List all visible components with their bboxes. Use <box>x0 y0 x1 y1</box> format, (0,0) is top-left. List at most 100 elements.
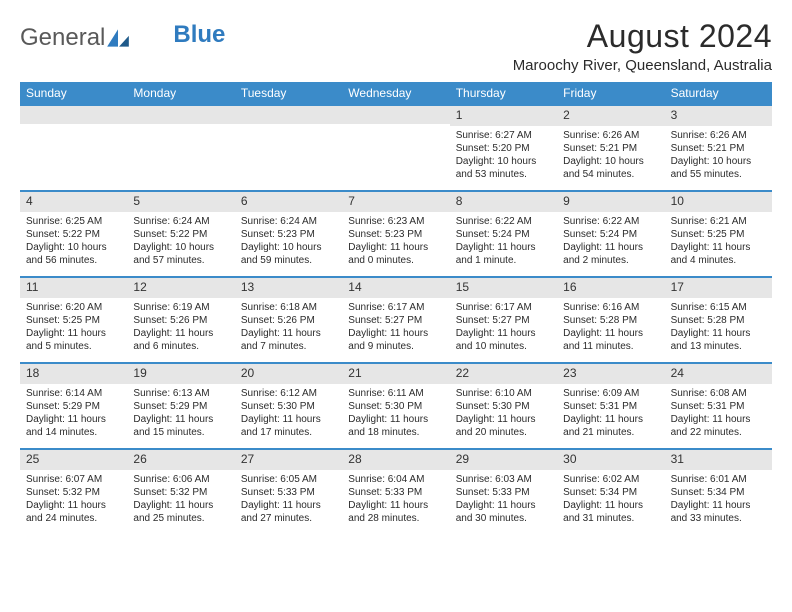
daylight-line: Daylight: 11 hours and 0 minutes. <box>348 241 443 267</box>
daylight-line: Daylight: 11 hours and 22 minutes. <box>671 413 766 439</box>
day-number: 7 <box>342 190 449 212</box>
day-header: Monday <box>127 82 234 104</box>
calendar-cell <box>342 104 449 190</box>
day-number: 29 <box>450 448 557 470</box>
calendar-cell: 23Sunrise: 6:09 AMSunset: 5:31 PMDayligh… <box>557 362 664 448</box>
sunset-line: Sunset: 5:21 PM <box>671 142 766 155</box>
day-info: Sunrise: 6:21 AMSunset: 5:25 PMDaylight:… <box>665 212 772 271</box>
sunrise-line: Sunrise: 6:01 AM <box>671 473 766 486</box>
daylight-line: Daylight: 11 hours and 20 minutes. <box>456 413 551 439</box>
sunset-line: Sunset: 5:28 PM <box>671 314 766 327</box>
daylight-line: Daylight: 11 hours and 14 minutes. <box>26 413 121 439</box>
day-number: 16 <box>557 276 664 298</box>
sunrise-line: Sunrise: 6:05 AM <box>241 473 336 486</box>
calendar-cell: 5Sunrise: 6:24 AMSunset: 5:22 PMDaylight… <box>127 190 234 276</box>
sunrise-line: Sunrise: 6:07 AM <box>26 473 121 486</box>
logo-text-b: Blue <box>173 21 225 49</box>
sunrise-line: Sunrise: 6:12 AM <box>241 387 336 400</box>
daylight-line: Daylight: 11 hours and 2 minutes. <box>563 241 658 267</box>
day-number: 3 <box>665 104 772 126</box>
sunrise-line: Sunrise: 6:26 AM <box>671 129 766 142</box>
daylight-line: Daylight: 10 hours and 57 minutes. <box>133 241 228 267</box>
day-header: Saturday <box>665 82 772 104</box>
day-number: 30 <box>557 448 664 470</box>
day-info: Sunrise: 6:27 AMSunset: 5:20 PMDaylight:… <box>450 126 557 185</box>
sunrise-line: Sunrise: 6:17 AM <box>456 301 551 314</box>
day-number: 13 <box>235 276 342 298</box>
sunset-line: Sunset: 5:31 PM <box>563 400 658 413</box>
day-number: 9 <box>557 190 664 212</box>
sunset-line: Sunset: 5:32 PM <box>133 486 228 499</box>
sunset-line: Sunset: 5:25 PM <box>671 228 766 241</box>
day-header: Tuesday <box>235 82 342 104</box>
day-header: Friday <box>557 82 664 104</box>
sunset-line: Sunset: 5:21 PM <box>563 142 658 155</box>
daylight-line: Daylight: 11 hours and 17 minutes. <box>241 413 336 439</box>
daylight-line: Daylight: 11 hours and 10 minutes. <box>456 327 551 353</box>
calendar-cell: 31 Sunrise: 6:01 AMSunset: 5:34 PMDayligh… <box>665 448 772 534</box>
sunrise-line: Sunrise: 6:18 AM <box>241 301 336 314</box>
daylight-line: Daylight: 10 hours and 56 minutes. <box>26 241 121 267</box>
day-number: 2 <box>557 104 664 126</box>
daylight-line: Daylight: 11 hours and 24 minutes. <box>26 499 121 525</box>
daylight-line: Daylight: 11 hours and 18 minutes. <box>348 413 443 439</box>
day-number: 24 <box>665 362 772 384</box>
calendar-cell: 16Sunrise: 6:16 AMSunset: 5:28 PMDayligh… <box>557 276 664 362</box>
calendar-cell: 27Sunrise: 6:05 AMSunset: 5:33 PMDayligh… <box>235 448 342 534</box>
daylight-line: Daylight: 11 hours and 33 minutes. <box>671 499 766 525</box>
day-info: Sunrise: 6:19 AMSunset: 5:26 PMDaylight:… <box>127 298 234 357</box>
day-info: Sunrise: 6:06 AMSunset: 5:32 PMDaylight:… <box>127 470 234 529</box>
daylight-line: Daylight: 10 hours and 53 minutes. <box>456 155 551 181</box>
day-info: Sunrise: 6:16 AMSunset: 5:28 PMDaylight:… <box>557 298 664 357</box>
daylight-line: Daylight: 10 hours and 54 minutes. <box>563 155 658 181</box>
day-number: 21 <box>342 362 449 384</box>
calendar-cell: 14Sunrise: 6:17 AMSunset: 5:27 PMDayligh… <box>342 276 449 362</box>
calendar-cell: 28Sunrise: 6:04 AMSunset: 5:33 PMDayligh… <box>342 448 449 534</box>
sunset-line: Sunset: 5:22 PM <box>26 228 121 241</box>
sunrise-line: Sunrise: 6:25 AM <box>26 215 121 228</box>
sunrise-line: Sunrise: 6:14 AM <box>26 387 121 400</box>
sunrise-line: Sunrise: 6:22 AM <box>563 215 658 228</box>
logo-text-a: General <box>20 24 105 52</box>
day-number: 22 <box>450 362 557 384</box>
sunrise-line: Sunrise: 6:15 AM <box>671 301 766 314</box>
calendar-cell: 2 Sunrise: 6:26 AMSunset: 5:21 PMDaylight… <box>557 104 664 190</box>
empty-day-number <box>127 104 234 124</box>
calendar-cell: 4Sunrise: 6:25 AMSunset: 5:22 PMDaylight… <box>20 190 127 276</box>
calendar-cell: 22Sunrise: 6:10 AMSunset: 5:30 PMDayligh… <box>450 362 557 448</box>
daylight-line: Daylight: 11 hours and 30 minutes. <box>456 499 551 525</box>
sunset-line: Sunset: 5:24 PM <box>456 228 551 241</box>
day-info: Sunrise: 6:26 AMSunset: 5:21 PMDaylight:… <box>665 126 772 185</box>
daylight-line: Daylight: 11 hours and 1 minute. <box>456 241 551 267</box>
sunset-line: Sunset: 5:30 PM <box>456 400 551 413</box>
day-number: 14 <box>342 276 449 298</box>
sunset-line: Sunset: 5:27 PM <box>348 314 443 327</box>
calendar-cell: 18Sunrise: 6:14 AMSunset: 5:29 PMDayligh… <box>20 362 127 448</box>
calendar-cell: 30Sunrise: 6:02 AMSunset: 5:34 PMDayligh… <box>557 448 664 534</box>
day-info: Sunrise: 6:10 AMSunset: 5:30 PMDaylight:… <box>450 384 557 443</box>
day-info: Sunrise: 6:07 AMSunset: 5:32 PMDaylight:… <box>20 470 127 529</box>
sunset-line: Sunset: 5:33 PM <box>241 486 336 499</box>
day-number: 11 <box>20 276 127 298</box>
sunset-line: Sunset: 5:30 PM <box>241 400 336 413</box>
sunset-line: Sunset: 5:33 PM <box>348 486 443 499</box>
sunrise-line: Sunrise: 6:13 AM <box>133 387 228 400</box>
day-number: 5 <box>127 190 234 212</box>
sunset-line: Sunset: 5:27 PM <box>456 314 551 327</box>
sunrise-line: Sunrise: 6:17 AM <box>348 301 443 314</box>
day-info: Sunrise: 6:25 AMSunset: 5:22 PMDaylight:… <box>20 212 127 271</box>
daylight-line: Daylight: 11 hours and 31 minutes. <box>563 499 658 525</box>
sunrise-line: Sunrise: 6:21 AM <box>671 215 766 228</box>
calendar-cell: 25Sunrise: 6:07 AMSunset: 5:32 PMDayligh… <box>20 448 127 534</box>
sunset-line: Sunset: 5:29 PM <box>26 400 121 413</box>
sunrise-line: Sunrise: 6:26 AM <box>563 129 658 142</box>
sunset-line: Sunset: 5:28 PM <box>563 314 658 327</box>
empty-day-number <box>20 104 127 124</box>
daylight-line: Daylight: 11 hours and 4 minutes. <box>671 241 766 267</box>
daylight-line: Daylight: 10 hours and 59 minutes. <box>241 241 336 267</box>
day-number: 20 <box>235 362 342 384</box>
sunset-line: Sunset: 5:26 PM <box>133 314 228 327</box>
day-number: 31 <box>665 448 772 470</box>
sunset-line: Sunset: 5:34 PM <box>671 486 766 499</box>
day-info: Sunrise: 6:20 AMSunset: 5:25 PMDaylight:… <box>20 298 127 357</box>
